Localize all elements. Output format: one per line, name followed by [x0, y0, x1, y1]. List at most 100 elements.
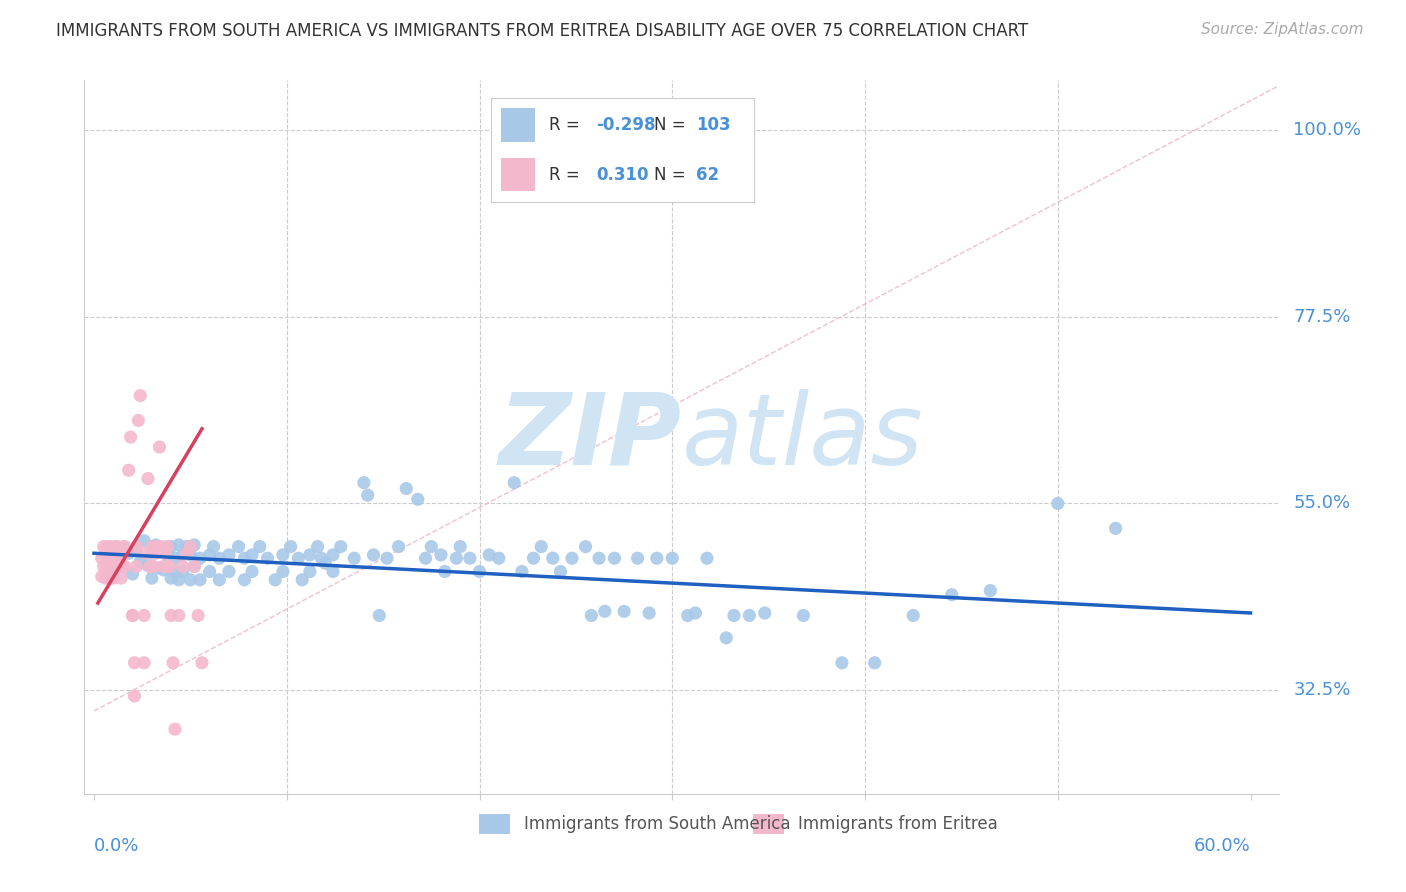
Point [125, 559, 148, 574]
Point [395, 482, 418, 496]
Point [228, 540, 250, 554]
Point [208, 573, 231, 587]
Point [183, 559, 205, 574]
Point [118, 546, 141, 560]
Text: Immigrants from South America: Immigrants from South America [524, 815, 790, 833]
Point [307, 540, 329, 554]
Point [93, 540, 115, 554]
Point [156, 540, 179, 554]
Point [179, 548, 201, 562]
Point [100, 540, 122, 554]
Point [645, 551, 668, 566]
Point [167, 538, 190, 552]
Point [127, 413, 149, 427]
Point [685, 606, 707, 620]
Point [314, 556, 336, 570]
Point [129, 388, 152, 402]
Point [510, 565, 533, 579]
Point [100, 559, 122, 574]
Point [162, 656, 184, 670]
Point [152, 563, 174, 577]
Point [114, 546, 136, 560]
Point [208, 551, 231, 566]
Point [291, 573, 314, 587]
Point [187, 608, 209, 623]
Point [108, 559, 131, 574]
Point [433, 565, 456, 579]
Point [550, 565, 572, 579]
Text: atlas: atlas [682, 389, 924, 485]
Point [90, 551, 112, 566]
Point [363, 548, 385, 562]
Point [156, 548, 179, 562]
Text: ZIP: ZIP [499, 389, 682, 485]
Point [696, 551, 718, 566]
Point [191, 656, 214, 670]
Point [603, 551, 626, 566]
Point [146, 540, 169, 554]
Point [792, 608, 814, 623]
Point [468, 565, 491, 579]
Point [375, 551, 398, 566]
Point [160, 571, 183, 585]
Point [198, 548, 221, 562]
Point [96, 540, 118, 554]
Point [104, 559, 127, 574]
Point [415, 551, 437, 566]
Point [157, 559, 180, 574]
Point [172, 565, 194, 579]
Point [1046, 496, 1069, 510]
Point [240, 565, 263, 579]
Point [522, 551, 544, 566]
Point [160, 608, 183, 623]
Point [152, 559, 174, 574]
Point [322, 565, 344, 579]
Point [458, 551, 481, 566]
Point [311, 551, 333, 566]
Text: 100.0%: 100.0% [1294, 121, 1361, 139]
Text: Source: ZipAtlas.com: Source: ZipAtlas.com [1201, 22, 1364, 37]
Point [676, 608, 699, 623]
Point [141, 546, 163, 560]
Point [163, 565, 186, 579]
Point [503, 475, 526, 490]
Point [96, 559, 118, 574]
Point [287, 551, 309, 566]
Point [150, 540, 173, 554]
Point [368, 608, 391, 623]
Point [98, 553, 121, 567]
Point [104, 540, 127, 554]
Point [124, 656, 146, 670]
Point [638, 606, 661, 620]
Point [98, 571, 121, 585]
Point [329, 540, 352, 554]
Point [136, 558, 159, 573]
Point [183, 559, 205, 574]
Point [233, 551, 256, 566]
Point [218, 565, 240, 579]
Point [754, 606, 776, 620]
Point [141, 571, 163, 585]
Point [132, 608, 156, 623]
Point [114, 540, 136, 554]
Point [941, 588, 963, 602]
Text: 55.0%: 55.0% [1294, 494, 1351, 513]
Point [148, 440, 170, 454]
Point [240, 548, 263, 562]
Point [141, 540, 163, 554]
Point [176, 546, 198, 560]
Point [271, 548, 294, 562]
Point [176, 540, 198, 554]
Point [167, 608, 190, 623]
Point [125, 540, 148, 554]
Text: 32.5%: 32.5% [1294, 681, 1351, 699]
Point [111, 540, 134, 554]
Point [90, 569, 112, 583]
Point [148, 561, 170, 575]
Point [103, 546, 125, 560]
Point [124, 689, 146, 703]
Point [167, 573, 190, 587]
Point [114, 559, 136, 574]
Point [430, 548, 453, 562]
Point [179, 540, 201, 554]
